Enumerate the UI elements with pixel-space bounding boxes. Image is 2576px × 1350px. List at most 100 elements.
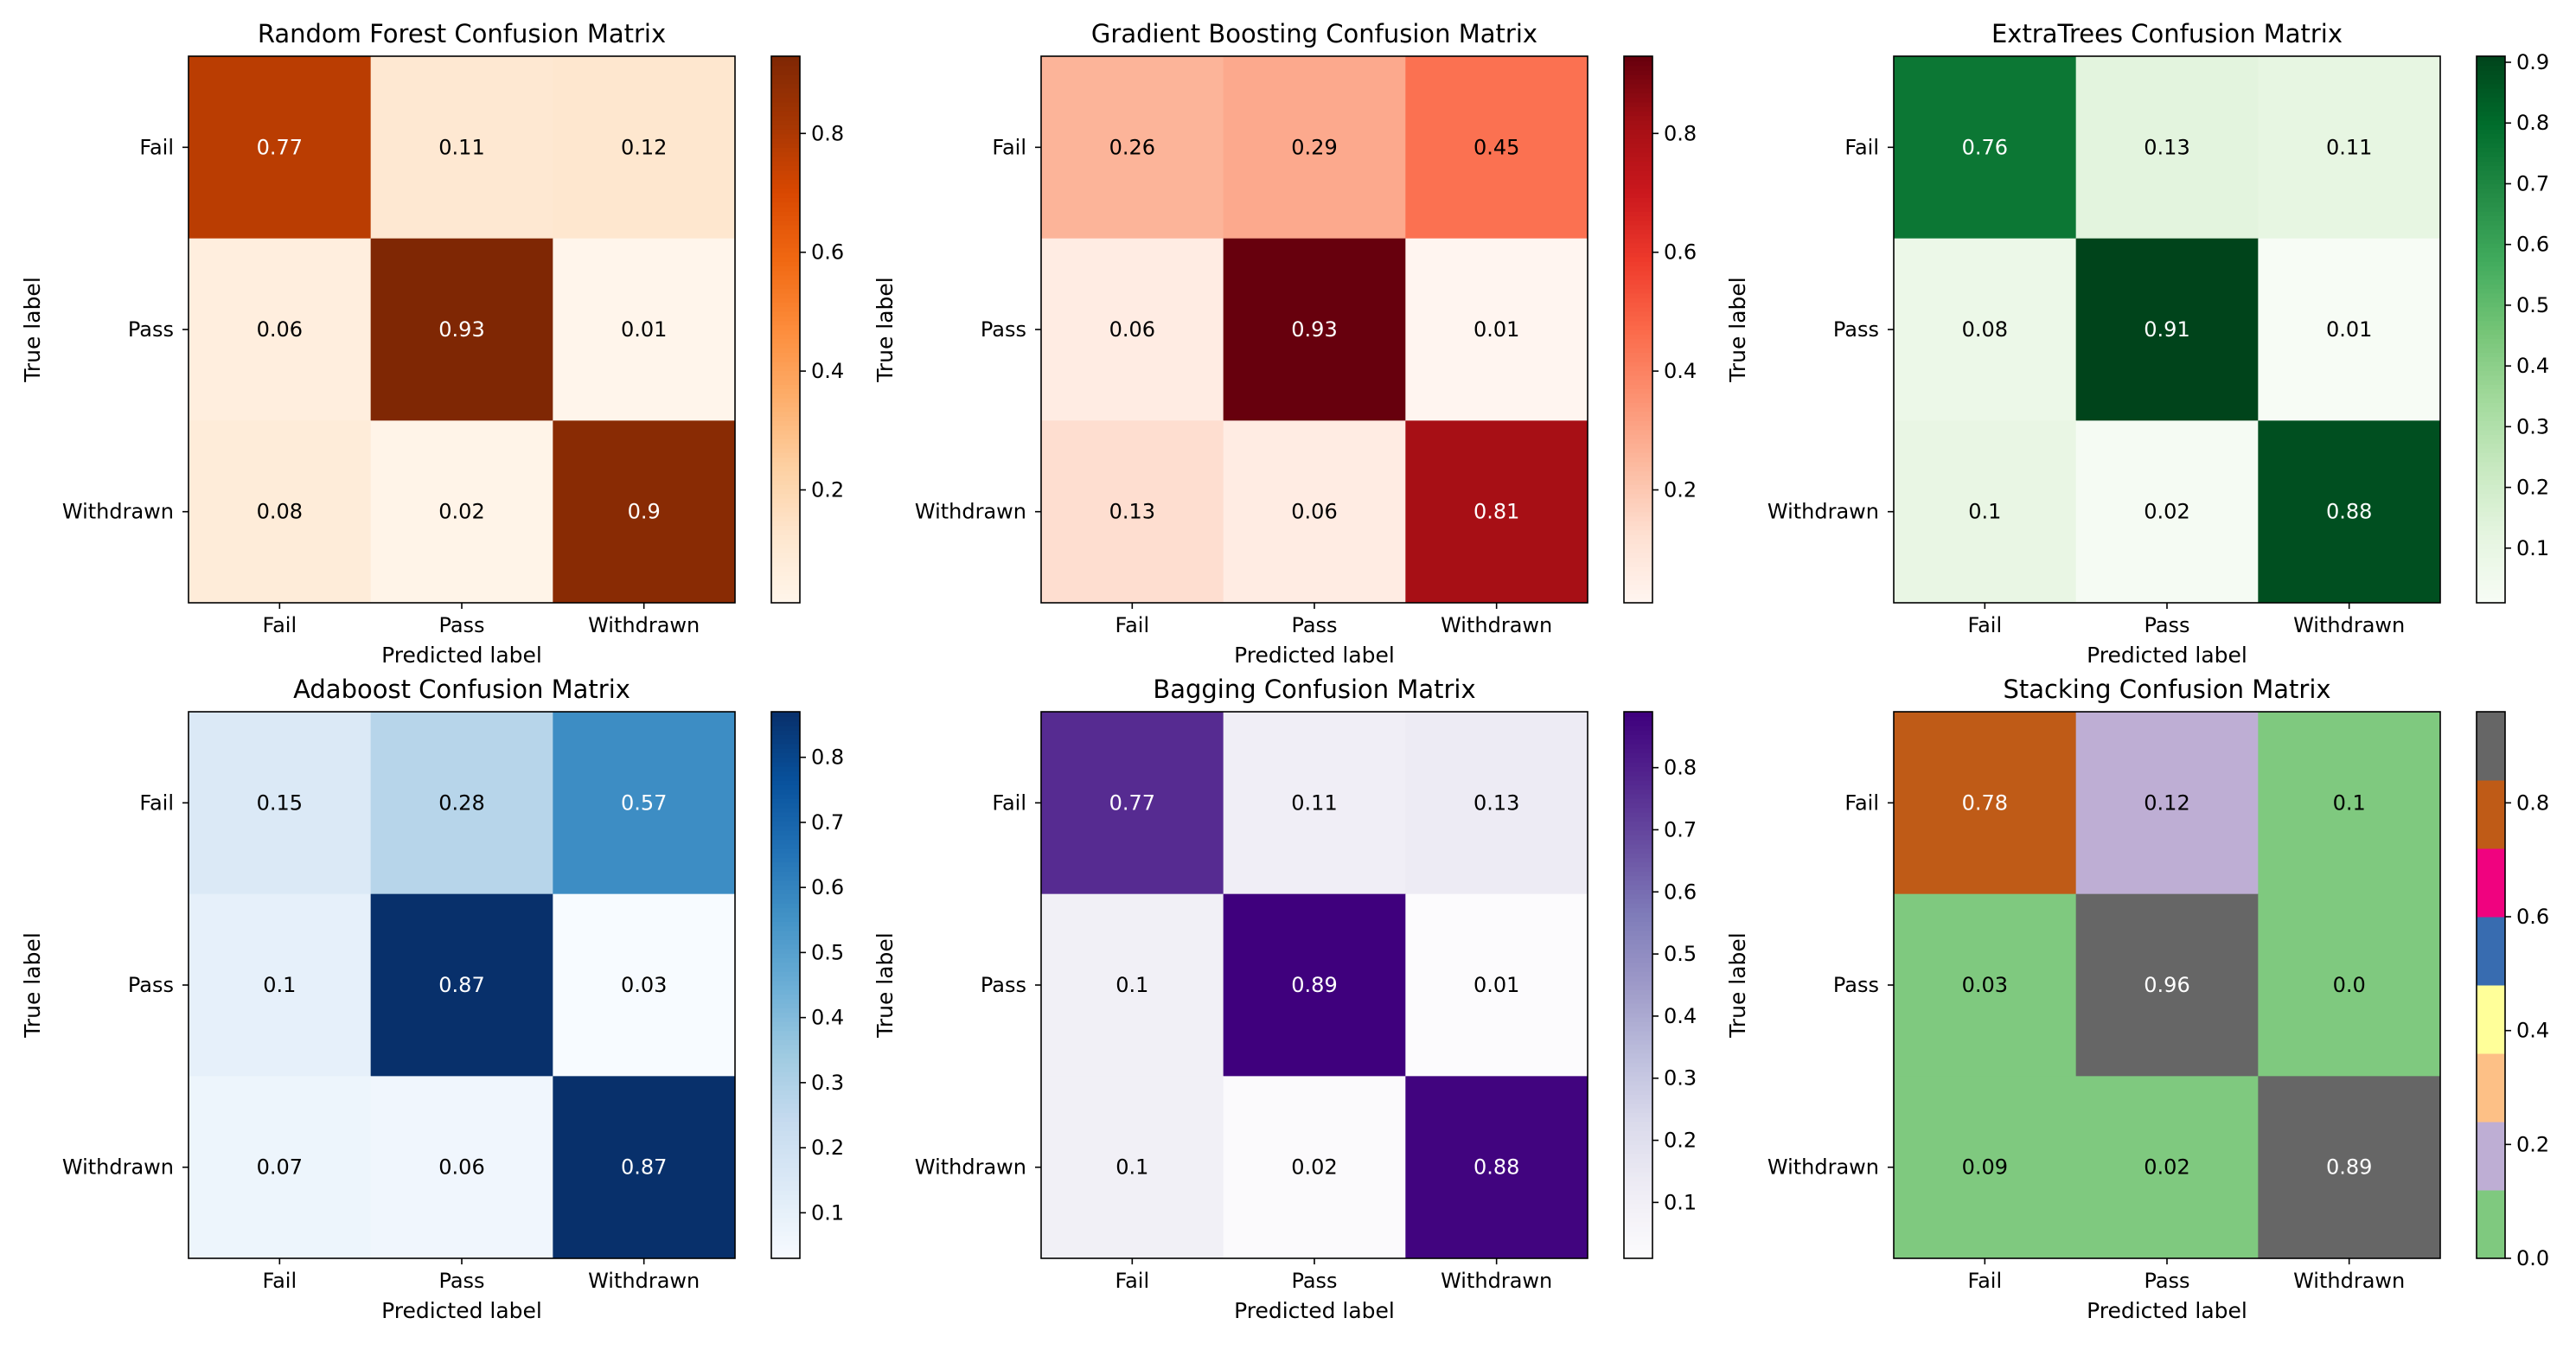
heatmap-cell <box>1223 56 1406 240</box>
colorbar-segment <box>1624 885 1652 890</box>
colorbar-segment <box>771 338 800 344</box>
cell-value-label: 0.88 <box>1473 1155 1519 1180</box>
colorbar-segment <box>771 584 800 590</box>
colorbar-segment <box>2477 848 2505 918</box>
colorbar-tick-label: 0.4 <box>2516 354 2549 378</box>
colorbar-segment <box>1624 93 1652 98</box>
colorbar-segment <box>1624 1190 1652 1195</box>
colorbar-segment <box>2477 584 2505 590</box>
colorbar-segment <box>1624 429 1652 435</box>
colorbar-segment <box>1624 161 1652 166</box>
colorbar-segment <box>1624 220 1652 226</box>
colorbar-tick-label: 0.4 <box>1664 359 1697 383</box>
colorbar-segment <box>771 1253 800 1259</box>
colorbar-segment <box>771 188 800 194</box>
colorbar-segment <box>1624 133 1652 139</box>
colorbar-segment <box>771 443 800 449</box>
heatmap-cell <box>1405 238 1588 421</box>
heatmap-cell <box>2258 238 2441 421</box>
colorbar-segment <box>771 224 800 230</box>
colorbar-segment <box>2477 429 2505 435</box>
colorbar-segment <box>771 356 800 362</box>
colorbar-segment <box>2477 229 2505 234</box>
colorbar-segment <box>771 1226 800 1232</box>
colorbar-segment <box>2477 561 2505 567</box>
colorbar-segment <box>2477 224 2505 230</box>
cell-value-label: 0.11 <box>1291 790 1337 815</box>
colorbar-segment <box>1624 1003 1652 1008</box>
colorbar-segment <box>2477 366 2505 371</box>
colorbar-tick-label: 0.8 <box>2516 790 2549 815</box>
colorbar-segment <box>1624 579 1652 585</box>
colorbar-segment <box>771 56 800 61</box>
colorbar-segment <box>1624 115 1652 121</box>
colorbar-segment <box>2477 566 2505 572</box>
colorbar-tick-label: 0.8 <box>1664 121 1697 145</box>
colorbar-segment <box>2477 406 2505 413</box>
colorbar-segment <box>771 757 800 763</box>
colorbar-segment <box>771 829 800 835</box>
colorbar-segment <box>771 1116 800 1123</box>
heatmap-cell <box>2258 420 2441 604</box>
colorbar-segment <box>771 525 800 531</box>
colorbar-segment <box>771 220 800 226</box>
colorbar-tick-label: 0.6 <box>811 875 844 899</box>
colorbar-segment <box>2477 274 2505 280</box>
confusion-matrix-panel: Gradient Boosting Confusion Matrix 0.26 0.… <box>873 19 1697 668</box>
colorbar-segment <box>2477 411 2505 417</box>
colorbar-segment <box>771 393 800 399</box>
colorbar-segment <box>2477 589 2505 595</box>
colorbar-segment <box>771 793 800 799</box>
colorbar-segment <box>771 83 800 89</box>
colorbar-segment <box>1624 393 1652 399</box>
colorbar-segment <box>2477 306 2505 312</box>
colorbar-segment <box>2477 416 2505 421</box>
colorbar-segment <box>1624 374 1652 381</box>
heatmap-cell <box>189 1076 372 1259</box>
colorbar-segment <box>1624 843 1652 849</box>
heatmap-cell <box>1894 56 2077 240</box>
colorbar-segment <box>771 197 800 203</box>
heatmap-cell <box>1041 1076 1224 1259</box>
x-axis-label: Predicted label <box>1234 643 1395 668</box>
colorbar-segment <box>1624 575 1652 581</box>
colorbar-tick-label: 0.8 <box>811 745 844 770</box>
x-tick-label: Fail <box>263 1269 297 1293</box>
colorbar-segment <box>1624 775 1652 781</box>
colorbar-segment <box>2477 342 2505 349</box>
heatmap-cell <box>1405 420 1588 604</box>
heatmap-cell <box>1405 56 1588 240</box>
colorbar-segment <box>1624 1249 1652 1255</box>
colorbar-segment <box>771 807 800 813</box>
colorbar-segment <box>771 425 800 431</box>
colorbar-segment <box>2477 479 2505 485</box>
colorbar-segment <box>2477 266 2505 272</box>
cell-value-label: 0.08 <box>257 500 303 524</box>
colorbar-segment <box>2477 575 2505 581</box>
colorbar-segment <box>1624 206 1652 212</box>
colorbar-segment <box>771 461 800 467</box>
heatmap-cell <box>370 1076 553 1259</box>
colorbar-segment <box>2477 534 2505 540</box>
colorbar-segment <box>1624 1235 1652 1241</box>
colorbar-segment <box>1624 561 1652 567</box>
colorbar-segment <box>771 825 800 831</box>
colorbar-segment <box>1624 752 1652 758</box>
colorbar-segment <box>771 229 800 234</box>
colorbar-segment <box>1624 156 1652 162</box>
colorbar-segment <box>771 406 800 413</box>
colorbar-segment <box>2477 434 2505 439</box>
colorbar-segment <box>1624 83 1652 89</box>
colorbar-segment <box>1624 980 1652 986</box>
colorbar-segment <box>1624 470 1652 477</box>
colorbar-segment <box>771 939 800 945</box>
colorbar-segment <box>2477 61 2505 67</box>
colorbar-segment <box>1624 1221 1652 1227</box>
colorbar-segment <box>2477 361 2505 367</box>
colorbar-segment <box>1624 1062 1652 1068</box>
colorbar-segment <box>1624 957 1652 963</box>
y-tick-label: Withdrawn <box>62 1155 174 1180</box>
heatmap-cell <box>2258 712 2441 895</box>
colorbar-segment <box>771 962 800 968</box>
colorbar-segment <box>771 1108 800 1114</box>
